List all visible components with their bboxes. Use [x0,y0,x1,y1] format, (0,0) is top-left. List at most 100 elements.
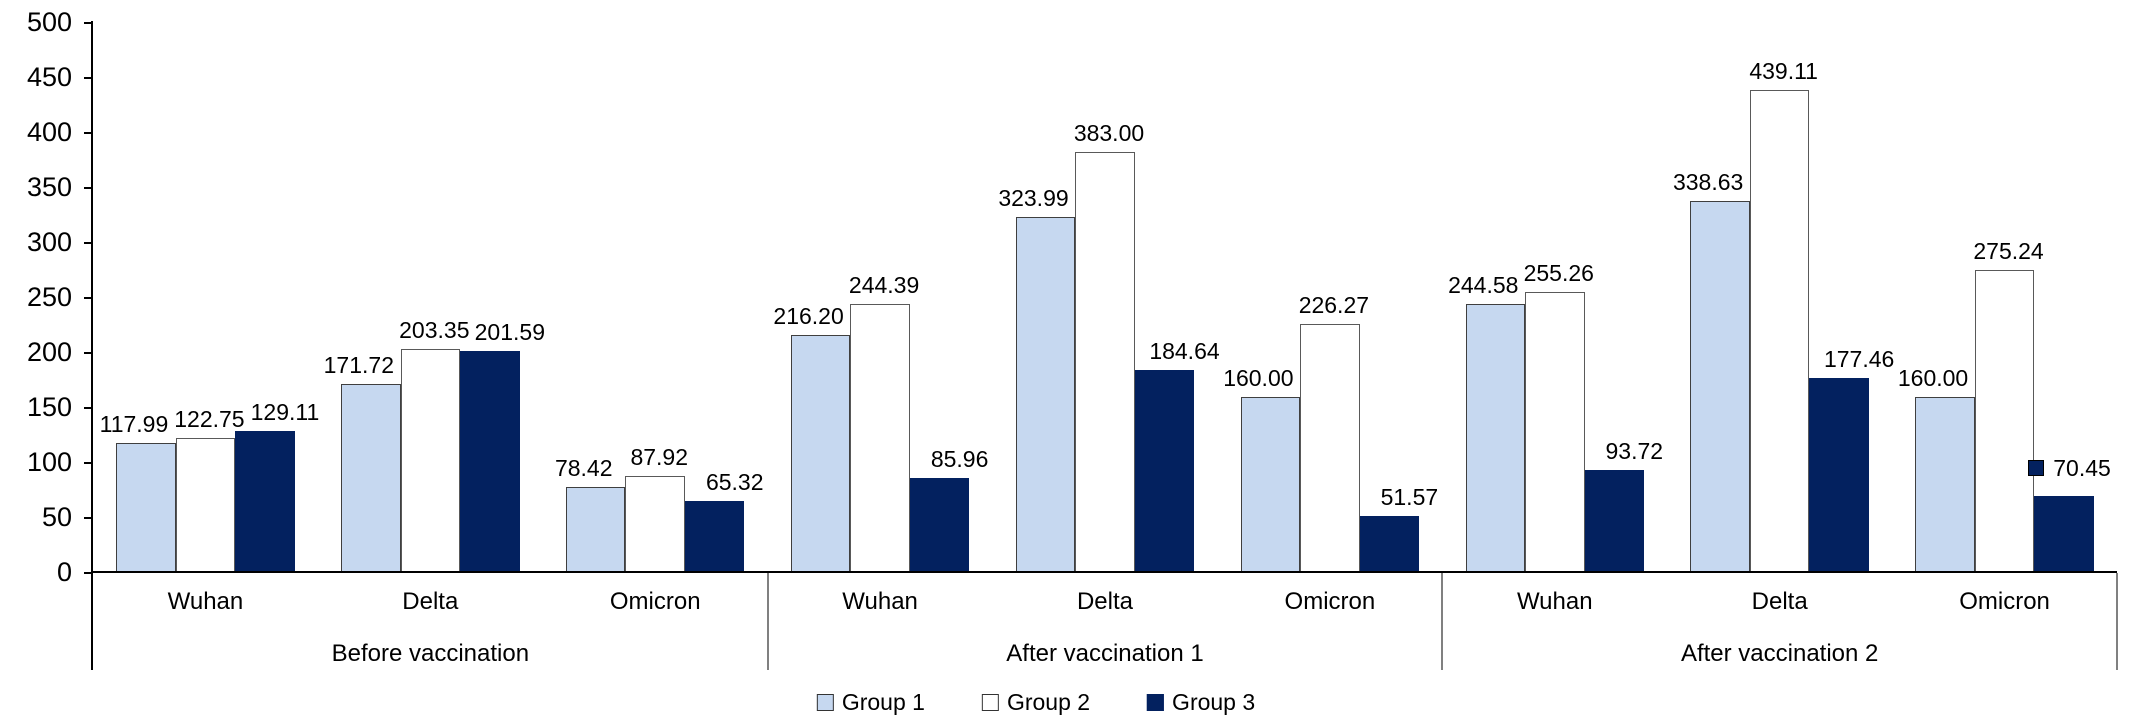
y-axis-tick [84,187,93,189]
bar-group-2-after-vaccination-2-delta [1749,89,1810,573]
value-label-group-2-after-vaccination-1-delta: 383.00 [1073,119,1145,146]
category-label-after-vaccination-2-omicron: Omicron [1959,588,2050,615]
y-axis-tick [84,407,93,409]
legend-row: Group 1 Group 2 Group 3 [816,689,1255,715]
bar-group-3-after-vaccination-2-omicron [2034,495,2094,573]
y-axis-tick-label: 150 [26,392,72,422]
value-label-group-2-after-vaccination-1-wuhan: 244.39 [848,272,920,299]
value-label-group-1-before-vaccination-delta: 171.72 [323,352,394,379]
y-axis-tick-label: 0 [56,557,72,587]
value-label-group-2-after-vaccination-2-wuhan: 255.26 [1523,260,1594,287]
y-axis-tick-label: 200 [26,337,72,367]
value-label-group-2-before-vaccination-wuhan: 122.75 [174,405,245,432]
bar-group-3-after-vaccination-2-delta [1809,377,1869,573]
value-label-group-1-after-vaccination-2-wuhan: 244.58 [1448,271,1519,298]
category-label-after-vaccination-1-delta: Delta [1076,588,1133,615]
bar-group-3-before-vaccination-delta [460,351,520,573]
legend-label-group-2: Group 2 [1006,689,1091,715]
legend-item-group-2: Group 2 [981,689,1091,715]
value-label-group-1-after-vaccination-1-delta: 323.99 [998,184,1069,211]
category-label-after-vaccination-1-wuhan: Wuhan [842,588,918,615]
y-axis-tick [84,352,93,354]
bar-group-2-after-vaccination-2-wuhan [1525,292,1585,573]
bar-group-3-after-vaccination-1-omicron [1359,516,1420,573]
bar-group-2-after-vaccination-1-wuhan [850,304,910,573]
value-label-group-3-after-vaccination-2-wuhan: 93.72 [1605,437,1664,464]
bar-group-1-after-vaccination-1-delta [1015,216,1076,573]
group-label-before-vaccination: Before vaccination [331,640,530,667]
group-label-after-vaccination-1: After vaccination 1 [1006,640,1204,667]
value-label-group-3-after-vaccination-2-omicron: 70.45 [2028,455,2111,482]
y-axis-tick-label: 100 [26,447,72,477]
group-separator-line [766,573,769,670]
value-label-group-1-after-vaccination-1-wuhan: 216.20 [773,303,844,330]
value-label-group-2-before-vaccination-delta: 203.35 [399,317,470,344]
group-label-after-vaccination-2: After vaccination 2 [1680,640,1879,667]
y-axis-tick-label: 300 [26,227,72,257]
y-axis-line [91,21,93,670]
value-label-text: 70.45 [2053,454,2111,481]
value-label-group-1-before-vaccination-omicron: 78.42 [554,454,613,481]
y-axis-tick-label: 250 [26,282,72,312]
bar-group-2-after-vaccination-1-omicron [1300,324,1360,573]
y-axis-tick [84,517,93,519]
value-label-group-1-after-vaccination-1-omicron: 160.00 [1223,365,1294,391]
y-axis-tick [84,462,93,464]
value-label-group-2-after-vaccination-1-omicron: 226.27 [1298,292,1370,319]
legend-item-group-1: Group 1 [816,689,925,715]
legend-item-group-3: Group 3 [1147,690,1255,715]
bar-group-2-after-vaccination-2-omicron [1974,270,2035,573]
y-axis-tick [84,132,93,134]
bar-group-2-before-vaccination-delta [400,349,461,573]
legend-label-group-1: Group 1 [841,689,925,715]
y-axis-tick-label: 50 [41,502,72,532]
bar-group-1-after-vaccination-1-omicron [1240,397,1301,573]
value-label-group-3-after-vaccination-1-delta: 184.64 [1149,337,1220,364]
legend-key-group-1 [816,694,834,711]
bar-group-1-after-vaccination-2-wuhan [1465,303,1526,573]
y-axis-tick [84,77,93,79]
y-axis-tick [84,22,93,24]
bar-group-1-before-vaccination-wuhan [116,443,176,573]
bar-group-2-after-vaccination-1-delta [1075,151,1135,573]
category-label-after-vaccination-2-delta: Delta [1751,588,1808,615]
y-axis-tick [84,572,93,574]
value-label-group-2-before-vaccination-omicron: 87.92 [630,444,688,471]
bar-group-3-after-vaccination-1-wuhan [909,478,970,573]
value-label-group-3-after-vaccination-1-wuhan: 85.96 [930,446,989,473]
bar-group-3-after-vaccination-2-wuhan [1584,469,1645,573]
category-label-before-vaccination-wuhan: Wuhan [167,588,244,615]
category-label-before-vaccination-delta: Delta [402,588,459,615]
y-axis-tick-label: 350 [26,172,72,202]
bar-group-1-after-vaccination-2-omicron [1915,397,1975,573]
legend-key-group-3 [1147,694,1165,711]
value-label-group-3-before-vaccination-delta: 201.59 [474,319,545,346]
y-axis-tick [84,297,93,299]
legend-key-group-3 [2028,460,2045,476]
y-axis-tick-label: 400 [26,117,72,147]
group-separator-line [2116,573,2118,670]
bar-group-1-after-vaccination-1-wuhan [790,335,851,573]
value-label-group-3-before-vaccination-wuhan: 129.11 [250,398,320,425]
category-label-before-vaccination-omicron: Omicron [609,588,701,615]
value-label-group-3-after-vaccination-2-delta: 177.46 [1823,345,1895,372]
bar-group-1-before-vaccination-delta [341,384,401,573]
y-axis-tick-label: 450 [26,62,72,92]
bar-group-1-after-vaccination-2-delta [1690,200,1750,573]
category-label-after-vaccination-1-omicron: Omicron [1284,588,1376,615]
x-axis-line [93,571,2117,573]
value-label-group-3-after-vaccination-1-omicron: 51.57 [1380,484,1439,511]
value-label-group-2-after-vaccination-2-delta: 439.11 [1749,57,1818,84]
y-axis-tick-label: 500 [26,7,72,37]
value-label-group-3-before-vaccination-omicron: 65.32 [705,469,764,496]
bar-group-3-before-vaccination-wuhan [235,430,295,573]
legend-key-group-2 [981,694,999,711]
group-separator-line [1441,573,1444,670]
value-label-group-2-after-vaccination-2-omicron: 275.24 [1973,238,2044,265]
category-label-after-vaccination-2-wuhan: Wuhan [1516,588,1593,615]
